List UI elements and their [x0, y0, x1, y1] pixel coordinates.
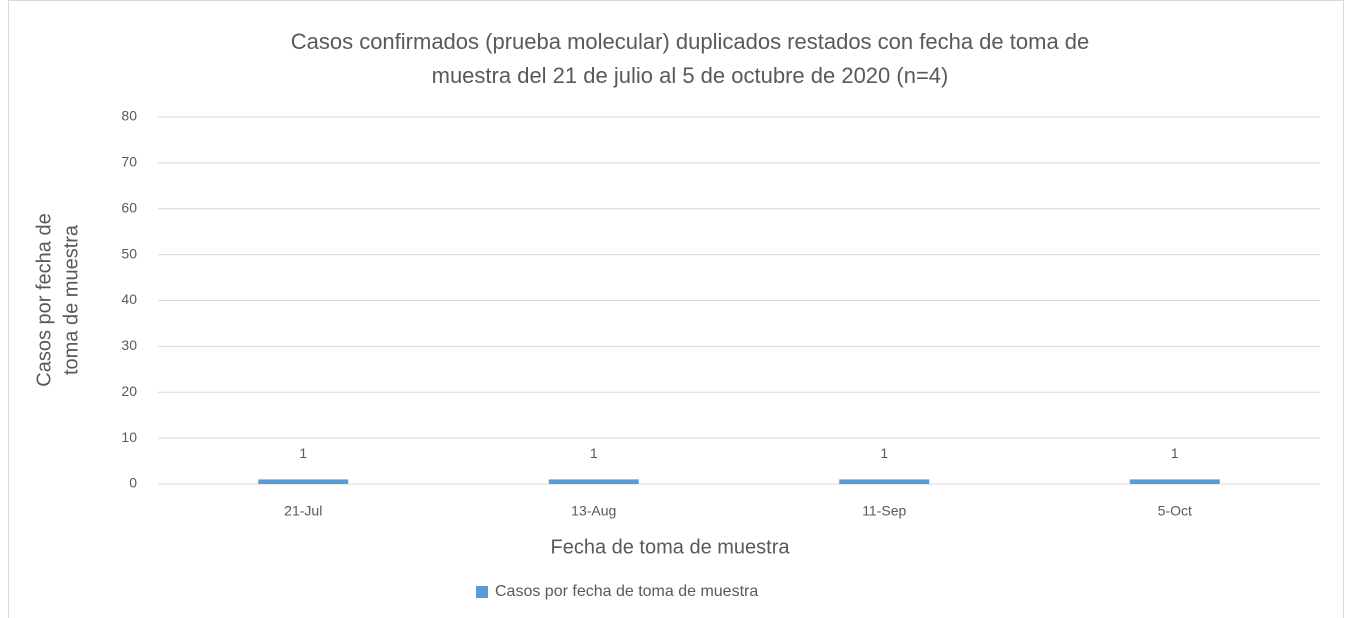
y-tick-label: 80 [121, 108, 137, 124]
x-tick-label: 21-Jul [284, 503, 322, 519]
x-axis-title: Fecha de toma de muestra [550, 536, 790, 558]
data-label: 1 [880, 445, 888, 461]
data-label: 1 [590, 445, 598, 461]
data-label: 1 [299, 445, 307, 461]
y-axis-title: toma de muestra [60, 224, 82, 375]
y-axis-title: Casos por fecha de [33, 213, 55, 386]
y-tick-label: 30 [121, 337, 137, 353]
y-tick-label: 20 [121, 383, 137, 399]
y-tick-label: 0 [129, 475, 137, 491]
y-tick-label: 50 [121, 245, 137, 261]
chart-title: Casos confirmados (prueba molecular) dup… [291, 29, 1090, 54]
y-tick-label: 60 [121, 199, 137, 215]
y-tick-label: 40 [121, 291, 137, 307]
data-label: 1 [1171, 445, 1179, 461]
x-tick-label: 13-Aug [571, 503, 616, 519]
x-tick-label: 5-Oct [1158, 503, 1192, 519]
chart-title: muestra del 21 de julio al 5 de octubre … [432, 63, 949, 88]
bar [548, 479, 639, 484]
legend-label: Casos por fecha de toma de muestra [495, 583, 758, 600]
legend-swatch [476, 586, 488, 598]
x-tick-label: 11-Sep [862, 503, 906, 519]
y-tick-label: 10 [121, 429, 137, 445]
y-tick-label: 70 [121, 154, 137, 170]
bar [258, 479, 349, 484]
chart-border [8, 0, 1344, 618]
bar [1129, 479, 1220, 484]
bar [839, 479, 930, 484]
